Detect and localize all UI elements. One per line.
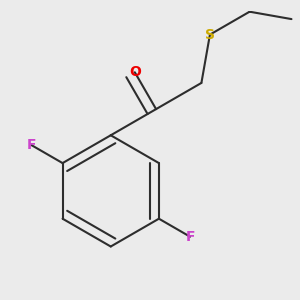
Text: S: S (205, 28, 215, 42)
Text: F: F (185, 230, 195, 244)
Text: O: O (129, 65, 141, 79)
Text: F: F (27, 138, 36, 152)
